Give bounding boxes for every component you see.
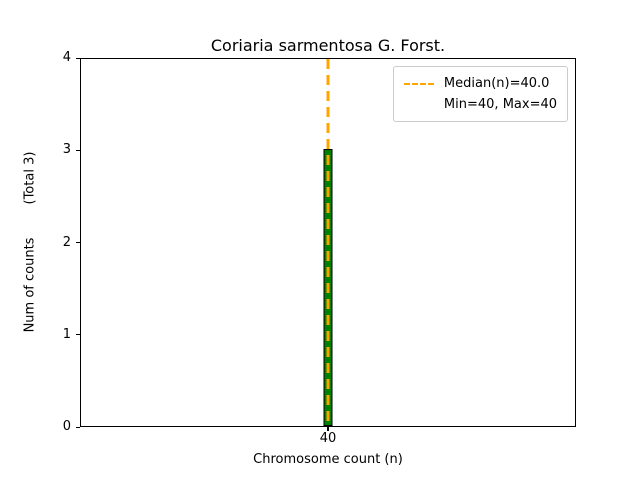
- y-tick-label: 4: [62, 50, 71, 65]
- y-tick-mark: [76, 242, 80, 244]
- y-tick-mark: [76, 57, 80, 59]
- x-axis-label: Chromosome count (n): [253, 452, 403, 467]
- blank-legend-swatch: [404, 104, 434, 106]
- plot-area: Median(n)=40.0 Min=40, Max=40: [80, 58, 576, 427]
- median-line: [326, 59, 330, 426]
- y-tick-mark: [76, 334, 80, 336]
- y-tick-mark: [76, 426, 80, 428]
- y-tick-mark: [76, 149, 80, 151]
- legend-label-minmax: Min=40, Max=40: [443, 97, 557, 112]
- chart-title: Coriaria sarmentosa G. Forst.: [210, 36, 446, 55]
- y-tick-label: 1: [62, 326, 71, 342]
- legend: Median(n)=40.0 Min=40, Max=40: [392, 66, 568, 122]
- y-tick-label: 2: [62, 234, 71, 250]
- legend-entry-minmax: Min=40, Max=40: [404, 94, 557, 115]
- median-line-legend-swatch: [403, 82, 434, 85]
- legend-label-median: Median(n)=40.0: [443, 76, 550, 91]
- y-tick-label: 0: [62, 419, 71, 434]
- x-tick-mark: [327, 427, 329, 431]
- y-tick-label: 3: [62, 142, 71, 158]
- legend-entry-median: Median(n)=40.0: [403, 73, 557, 94]
- x-tick-label: 40: [319, 431, 337, 446]
